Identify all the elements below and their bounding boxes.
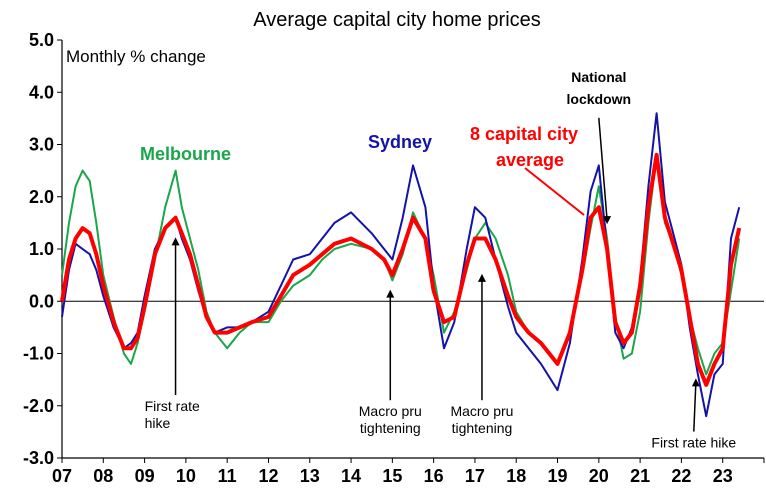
x-tick-label: 08 [93, 466, 113, 486]
x-tick-label: 23 [713, 466, 733, 486]
y-tick-label: 1.0 [29, 239, 54, 259]
y-axis-ticks: -3.0 -2.0 -1.0 0.0 1.0 2.0 3.0 4.0 5.0 [23, 30, 62, 468]
x-tick-label: 18 [506, 466, 526, 486]
y-tick-label: -3.0 [23, 448, 54, 468]
annotation-text: First rate [145, 398, 200, 414]
label-average-line1: 8 capital city [470, 124, 578, 144]
annotation-text: hike [145, 415, 171, 431]
series-lines [60, 112, 742, 418]
annotation-text: First rate hike [651, 435, 736, 451]
x-tick-label: 20 [589, 466, 609, 486]
annotation-arrowhead [386, 289, 395, 298]
x-tick-label: 11 [218, 466, 237, 486]
y-tick-label: 2.0 [29, 187, 54, 207]
x-tick-label: 16 [424, 466, 444, 486]
x-tick-label: 15 [382, 466, 402, 486]
annotation-text: Macro pru [359, 403, 422, 419]
annotation-arrow [693, 382, 697, 432]
x-tick-label: 14 [341, 466, 361, 486]
series-line-melbourne [61, 153, 741, 376]
y-tick-label: 5.0 [29, 30, 54, 50]
annotation-arrowhead [171, 237, 180, 246]
annotation-text: Macro pru [450, 403, 513, 419]
x-tick-label: 13 [300, 466, 320, 486]
x-tick-label: 19 [548, 466, 568, 486]
label-sydney: Sydney [368, 132, 432, 152]
x-tick-label: 21 [630, 466, 650, 486]
annotation-text: National [571, 69, 626, 85]
y-tick-label: -2.0 [23, 396, 54, 416]
label-melbourne: Melbourne [140, 144, 231, 164]
label-average-line2: average [496, 150, 564, 170]
chart-subtitle: Monthly % change [66, 47, 206, 66]
x-tick-label: 09 [135, 466, 155, 486]
x-tick-label: 07 [52, 466, 72, 486]
y-tick-label: 4.0 [29, 82, 54, 102]
plot-area [61, 40, 764, 459]
annotation-text: tightening [360, 420, 421, 436]
annotation-text: tightening [452, 420, 513, 436]
annotation-arrowhead [477, 273, 486, 282]
x-tick-label: 12 [258, 466, 278, 486]
annotation-text: lockdown [567, 91, 632, 107]
annotation-arrowhead [691, 378, 700, 387]
x-tick-label: 10 [176, 466, 196, 486]
annotation-arrow [598, 117, 608, 221]
x-axis-ticks: 07 08 09 10 11 12 13 14 15 16 17 18 19 20 21 22 23 [52, 458, 765, 486]
y-tick-label: 0.0 [29, 291, 54, 311]
chart-title: Average capital city home prices [253, 9, 541, 31]
x-tick-label: 17 [465, 466, 485, 486]
annotation-arrowhead [603, 216, 612, 225]
y-tick-label: 3.0 [29, 135, 54, 155]
x-tick-label: 22 [671, 466, 691, 486]
series-line-8-capital-city-average [60, 152, 742, 387]
average-label-pointer [524, 167, 585, 216]
y-tick-label: -1.0 [23, 344, 54, 364]
